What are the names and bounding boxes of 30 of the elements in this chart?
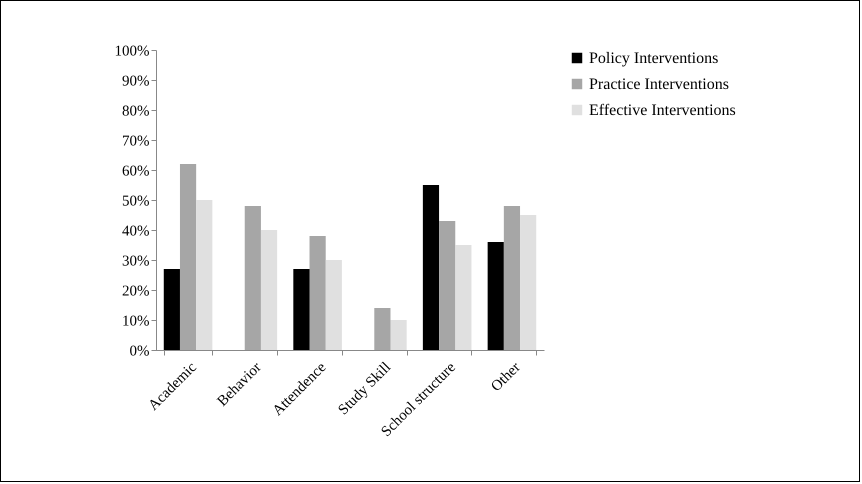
bar	[390, 320, 407, 350]
bar	[504, 206, 520, 350]
bar	[244, 206, 261, 350]
y-tick-label: 100%	[114, 44, 150, 60]
bar	[310, 236, 326, 350]
y-tick-label: 70%	[122, 134, 150, 150]
y-tick-label: 60%	[122, 164, 150, 180]
bar	[520, 215, 536, 350]
y-tick-label: 20%	[122, 284, 150, 300]
y-tick-label: 30%	[122, 254, 150, 270]
bar	[293, 269, 310, 350]
y-tick-label: 90%	[122, 74, 150, 90]
bar	[422, 185, 440, 350]
legend-label: Effective Interventions	[589, 102, 736, 119]
bar	[196, 200, 212, 350]
bar	[260, 230, 278, 350]
bar	[455, 245, 472, 350]
y-tick-label: 50%	[122, 194, 150, 210]
y-tick-label: 10%	[122, 314, 150, 330]
bar	[326, 260, 342, 350]
y-tick-label: 40%	[122, 224, 150, 240]
legend-label: Policy Interventions	[589, 50, 718, 67]
legend-label: Practice Interventions	[589, 76, 729, 93]
bar	[439, 221, 456, 350]
bar	[180, 164, 196, 350]
bar	[488, 242, 504, 350]
y-tick-label: 80%	[122, 104, 150, 120]
bar	[164, 269, 180, 350]
bar	[374, 308, 390, 350]
y-tick-label: 0%	[130, 344, 150, 360]
